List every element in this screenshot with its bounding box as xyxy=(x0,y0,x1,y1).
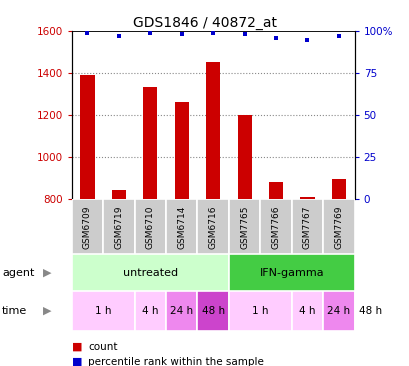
Text: GSM7769: GSM7769 xyxy=(334,205,343,249)
Point xyxy=(178,31,184,37)
Text: 48 h: 48 h xyxy=(358,306,381,316)
Text: ■: ■ xyxy=(72,356,82,366)
Point xyxy=(241,31,247,37)
Bar xyxy=(134,291,166,331)
Bar xyxy=(103,199,134,254)
Text: ▶: ▶ xyxy=(43,268,51,278)
Bar xyxy=(72,291,134,331)
Text: GSM7765: GSM7765 xyxy=(240,205,249,249)
Text: GSM6719: GSM6719 xyxy=(114,205,123,249)
Bar xyxy=(197,291,228,331)
Text: percentile rank within the sample: percentile rank within the sample xyxy=(88,356,263,366)
Point xyxy=(272,35,279,41)
Bar xyxy=(322,291,354,331)
Bar xyxy=(331,179,345,199)
Point xyxy=(209,30,216,36)
Text: GDS1846 / 40872_at: GDS1846 / 40872_at xyxy=(133,16,276,30)
Bar xyxy=(291,291,322,331)
Bar xyxy=(112,190,126,199)
Bar xyxy=(228,199,260,254)
Bar xyxy=(134,199,166,254)
Bar xyxy=(322,199,354,254)
Point xyxy=(115,33,122,39)
Text: 1 h: 1 h xyxy=(252,306,268,316)
Text: time: time xyxy=(2,306,27,316)
Bar xyxy=(354,291,385,331)
Text: GSM6710: GSM6710 xyxy=(146,205,155,249)
Text: GSM7767: GSM7767 xyxy=(302,205,311,249)
Text: 4 h: 4 h xyxy=(142,306,158,316)
Bar xyxy=(300,197,314,199)
Point xyxy=(147,30,153,36)
Bar xyxy=(80,75,94,199)
Text: agent: agent xyxy=(2,268,34,278)
Text: 4 h: 4 h xyxy=(299,306,315,316)
Bar xyxy=(228,254,354,291)
Bar xyxy=(268,182,283,199)
Text: GSM6714: GSM6714 xyxy=(177,205,186,249)
Bar xyxy=(206,61,220,199)
Bar xyxy=(228,291,291,331)
Bar xyxy=(237,115,251,199)
Text: 1 h: 1 h xyxy=(95,306,111,316)
Bar xyxy=(174,102,189,199)
Text: 48 h: 48 h xyxy=(201,306,224,316)
Bar xyxy=(143,87,157,199)
Text: 24 h: 24 h xyxy=(326,306,350,316)
Text: ■: ■ xyxy=(72,342,82,352)
Point xyxy=(303,37,310,42)
Bar xyxy=(166,291,197,331)
Bar xyxy=(72,199,103,254)
Point xyxy=(84,30,90,36)
Bar xyxy=(72,254,228,291)
Text: ▶: ▶ xyxy=(43,306,51,316)
Text: IFN-gamma: IFN-gamma xyxy=(259,268,323,278)
Text: 24 h: 24 h xyxy=(170,306,193,316)
Text: GSM7766: GSM7766 xyxy=(271,205,280,249)
Bar xyxy=(291,199,322,254)
Point xyxy=(335,33,342,39)
Text: untreated: untreated xyxy=(122,268,178,278)
Bar xyxy=(197,199,228,254)
Text: count: count xyxy=(88,342,117,352)
Bar xyxy=(260,199,291,254)
Text: GSM6709: GSM6709 xyxy=(83,205,92,249)
Bar xyxy=(166,199,197,254)
Text: GSM6716: GSM6716 xyxy=(208,205,217,249)
